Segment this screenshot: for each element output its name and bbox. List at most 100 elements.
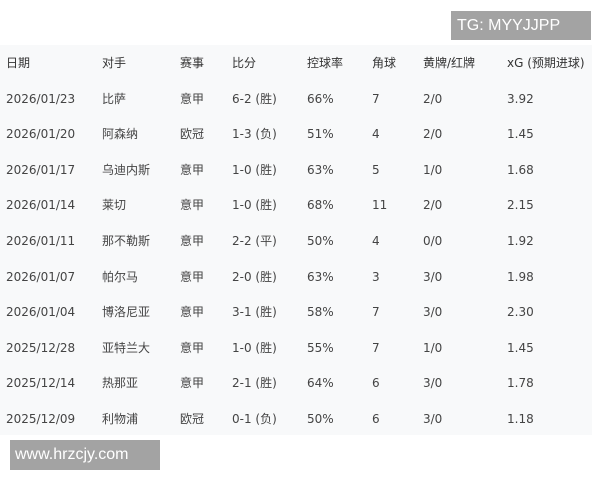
cell-cards: 2/0	[423, 127, 443, 142]
cell-xg: 1.18	[507, 412, 534, 426]
cell-corners: 11	[372, 198, 388, 213]
cell-cards: 1/0	[423, 162, 443, 177]
cell-competition: 意甲	[180, 305, 205, 320]
cell-cards: 2/0	[423, 198, 443, 213]
cell-cards: 3/0	[423, 376, 443, 391]
cell-possession: 55%	[307, 340, 334, 355]
cell-xg: 1.92	[507, 234, 534, 248]
table-header-row: 日期 对手 赛事 比分 控球率 角球 黄牌/红牌 xG (预期进球)	[0, 45, 592, 81]
header-competition: 赛事	[180, 56, 205, 70]
cell-cards: 3/0	[423, 412, 443, 426]
cell-corners: 5	[372, 162, 380, 177]
cell-xg: 1.68	[507, 162, 534, 177]
cell-possession: 63%	[307, 269, 334, 284]
cell-corners: 6	[372, 376, 380, 391]
table-row: 2026/01/17 乌迪内斯 意甲 1-0 (胜) 63% 5 1/0 1.68	[0, 152, 592, 188]
header-cards: 黄牌/红牌	[423, 56, 476, 70]
table-row: 2025/12/09 利物浦 欧冠 0-1 (负) 50% 6 3/0 1.18	[0, 401, 592, 437]
cell-date: 2026/01/07	[6, 269, 76, 284]
cell-date: 2026/01/20	[6, 127, 76, 142]
cell-score: 1-0 (胜)	[232, 340, 277, 355]
cell-score: 2-1 (胜)	[232, 376, 277, 391]
cell-corners: 7	[372, 305, 380, 320]
cell-opponent: 那不勒斯	[102, 234, 151, 248]
table-row: 2026/01/11 那不勒斯 意甲 2-2 (平) 50% 4 0/0 1.92	[0, 223, 592, 259]
header-possession: 控球率	[307, 56, 344, 70]
header-xg: xG (预期进球)	[507, 56, 585, 70]
cell-xg: 1.45	[507, 127, 534, 142]
cell-possession: 58%	[307, 305, 334, 320]
cell-possession: 68%	[307, 198, 334, 213]
match-stats-table: 日期 对手 赛事 比分 控球率 角球 黄牌/红牌 xG (预期进球) 2026/…	[0, 45, 592, 435]
cell-competition: 意甲	[180, 234, 205, 248]
cell-competition: 意甲	[180, 340, 205, 355]
cell-score: 1-3 (负)	[232, 127, 277, 142]
cell-corners: 4	[372, 127, 380, 142]
cell-date: 2026/01/17	[6, 162, 76, 177]
cell-corners: 3	[372, 269, 380, 284]
table-row: 2026/01/04 博洛尼亚 意甲 3-1 (胜) 58% 7 3/0 2.30	[0, 294, 592, 330]
cell-competition: 欧冠	[180, 127, 205, 142]
cell-date: 2025/12/09	[6, 412, 76, 426]
cell-date: 2026/01/23	[6, 91, 76, 106]
cell-xg: 1.78	[507, 376, 534, 391]
cell-date: 2025/12/14	[6, 376, 76, 391]
cell-date: 2026/01/14	[6, 198, 76, 213]
cell-cards: 3/0	[423, 269, 443, 284]
table-row: 2026/01/20 阿森纳 欧冠 1-3 (负) 51% 4 2/0 1.45	[0, 116, 592, 152]
cell-xg: 1.45	[507, 340, 534, 355]
header-score: 比分	[232, 56, 257, 70]
watermark-tg: TG: MYYJJPP	[451, 11, 591, 40]
table-row: 2026/01/14 莱切 意甲 1-0 (胜) 68% 11 2/0 2.15	[0, 187, 592, 223]
cell-opponent: 亚特兰大	[102, 340, 151, 355]
cell-xg: 2.30	[507, 305, 534, 320]
cell-score: 6-2 (胜)	[232, 91, 277, 106]
table-row: 2025/12/28 亚特兰大 意甲 1-0 (胜) 55% 7 1/0 1.45	[0, 330, 592, 366]
cell-corners: 6	[372, 412, 380, 426]
table-row: 2026/01/23 比萨 意甲 6-2 (胜) 66% 7 2/0 3.92	[0, 81, 592, 117]
cell-score: 0-1 (负)	[232, 412, 277, 426]
table-row: 2025/12/14 热那亚 意甲 2-1 (胜) 64% 6 3/0 1.78	[0, 365, 592, 401]
cell-competition: 意甲	[180, 91, 205, 106]
cell-possession: 51%	[307, 127, 334, 142]
cell-possession: 63%	[307, 162, 334, 177]
cell-corners: 7	[372, 340, 380, 355]
cell-xg: 2.15	[507, 198, 534, 213]
cell-corners: 4	[372, 234, 380, 248]
cell-possession: 66%	[307, 91, 334, 106]
cell-cards: 1/0	[423, 340, 443, 355]
cell-opponent: 热那亚	[102, 376, 139, 391]
header-corners: 角球	[372, 56, 397, 70]
cell-date: 2026/01/04	[6, 305, 76, 320]
cell-opponent: 博洛尼亚	[102, 305, 151, 320]
watermark-url: www.hrzcjy.com	[10, 440, 160, 470]
cell-possession: 50%	[307, 234, 334, 248]
cell-date: 2025/12/28	[6, 340, 76, 355]
cell-cards: 2/0	[423, 91, 443, 106]
cell-date: 2026/01/11	[6, 234, 76, 248]
cell-opponent: 比萨	[102, 91, 127, 106]
table-row: 2026/01/07 帕尔马 意甲 2-0 (胜) 63% 3 3/0 1.98	[0, 259, 592, 295]
cell-cards: 3/0	[423, 305, 443, 320]
cell-score: 2-2 (平)	[232, 234, 277, 248]
cell-opponent: 阿森纳	[102, 127, 139, 142]
cell-competition: 意甲	[180, 376, 205, 391]
cell-competition: 意甲	[180, 198, 205, 213]
cell-possession: 64%	[307, 376, 334, 391]
cell-opponent: 利物浦	[102, 412, 139, 426]
cell-score: 1-0 (胜)	[232, 162, 277, 177]
cell-opponent: 莱切	[102, 198, 127, 213]
header-opponent: 对手	[102, 56, 127, 70]
cell-competition: 欧冠	[180, 412, 205, 426]
header-date: 日期	[6, 56, 31, 70]
cell-competition: 意甲	[180, 269, 205, 284]
cell-opponent: 乌迪内斯	[102, 162, 151, 177]
cell-xg: 3.92	[507, 91, 534, 106]
cell-score: 3-1 (胜)	[232, 305, 277, 320]
cell-possession: 50%	[307, 412, 334, 426]
cell-opponent: 帕尔马	[102, 269, 139, 284]
cell-xg: 1.98	[507, 269, 534, 284]
cell-cards: 0/0	[423, 234, 443, 248]
cell-competition: 意甲	[180, 162, 205, 177]
cell-score: 2-0 (胜)	[232, 269, 277, 284]
